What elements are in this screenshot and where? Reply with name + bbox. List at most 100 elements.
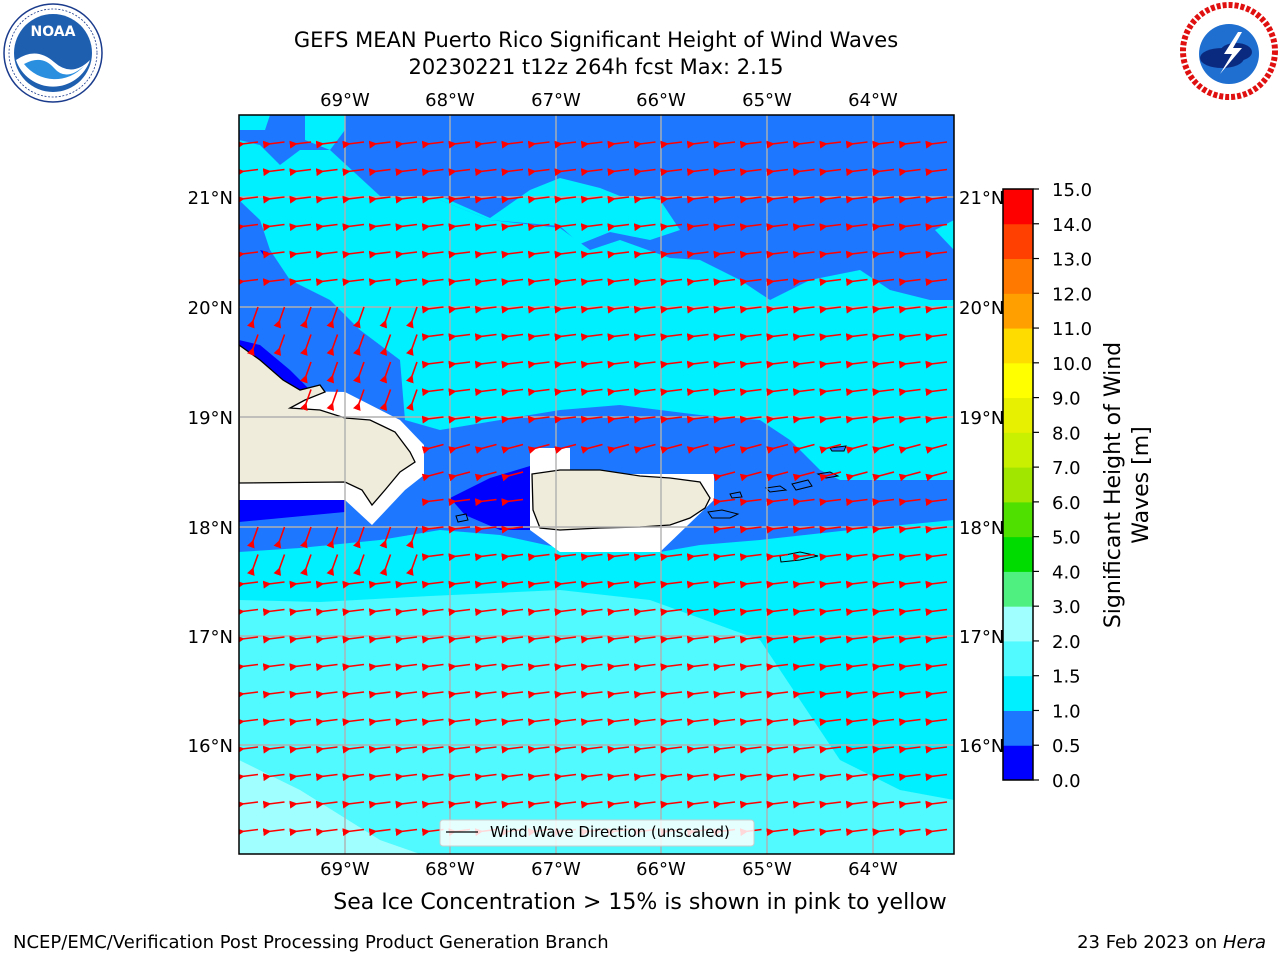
wave-direction-arrow: [872, 360, 895, 369]
wave-direction-arrow: [527, 690, 550, 699]
wave-direction-arrow: [607, 690, 630, 699]
wave-direction-arrow: [379, 361, 392, 384]
wave-direction-arrow: [527, 195, 550, 204]
wave-direction-arrow: [686, 553, 709, 562]
wave-direction-arrow: [898, 800, 921, 809]
wave-direction-arrow: [713, 635, 736, 644]
wave-direction-arrow: [448, 360, 471, 369]
wave-direction-arrow: [580, 800, 603, 809]
wave-direction-arrow: [925, 718, 948, 727]
wave-direction-arrow: [633, 333, 656, 342]
wave-direction-arrow: [368, 223, 391, 232]
wave-direction-arrow: [660, 580, 683, 589]
wave-direction-arrow: [686, 608, 709, 617]
wave-direction-arrow: [633, 360, 656, 369]
wave-direction-arrow: [368, 718, 391, 727]
wave-direction-arrow: [421, 140, 444, 149]
wave-direction-arrow: [925, 690, 948, 699]
wave-direction-arrow: [686, 305, 709, 314]
wave-direction-arrow: [421, 278, 444, 287]
wave-direction-arrow: [368, 800, 391, 809]
wave-direction-arrow: [633, 718, 656, 727]
wave-direction-arrow: [898, 333, 921, 342]
wave-direction-arrow: [872, 278, 895, 287]
wave-direction-arrow: [554, 635, 577, 644]
wave-direction-arrow: [239, 195, 259, 204]
wave-direction-arrow: [421, 443, 444, 454]
wave-direction-arrow: [766, 718, 789, 727]
wave-direction-arrow: [872, 415, 895, 424]
wave-direction-arrow: [792, 415, 815, 424]
wave-direction-arrow: [554, 305, 577, 314]
wave-direction-arrow: [819, 388, 842, 397]
wave-direction-arrow: [421, 718, 444, 727]
colorbar-segment: [1003, 571, 1033, 607]
wave-direction-arrow: [660, 195, 683, 204]
wave-direction-arrow: [247, 554, 259, 576]
wave-direction-arrow: [368, 168, 391, 177]
wave-direction-arrow: [766, 195, 789, 204]
wave-direction-arrow: [580, 333, 603, 342]
wave-direction-arrow: [713, 388, 736, 397]
wave-direction-arrow: [898, 360, 921, 369]
wave-direction-arrow: [300, 389, 312, 411]
wave-direction-arrow: [766, 800, 789, 809]
wave-direction-arrow: [872, 388, 895, 397]
wave-direction-arrow: [792, 745, 815, 754]
wave-direction-arrow: [713, 745, 736, 754]
wave-direction-arrow: [353, 526, 365, 549]
wave-direction-arrow: [395, 635, 418, 644]
wave-direction-arrow: [448, 195, 471, 204]
wave-direction-arrow: [342, 580, 365, 589]
wave-direction-arrow: [379, 306, 392, 329]
lon-label: 65°W: [742, 859, 792, 880]
wave-direction-arrow: [713, 443, 736, 454]
wave-direction-arrow: [262, 690, 285, 699]
wave-direction-arrow: [580, 718, 603, 727]
wave-direction-arrow: [925, 745, 948, 754]
wave-direction-arrow: [554, 690, 577, 699]
wave-direction-arrow: [607, 580, 630, 589]
wave-direction-arrow: [448, 305, 471, 314]
footer-date-text: 23 Feb 2023 on: [1077, 932, 1223, 953]
wave-direction-arrow: [448, 333, 471, 342]
wave-direction-arrow: [395, 168, 418, 177]
wave-direction-arrow: [766, 553, 789, 562]
wave-direction-arrow: [686, 223, 709, 232]
wave-direction-arrow: [686, 250, 709, 259]
wave-direction-arrow: [766, 278, 789, 287]
wave-direction-arrow: [766, 745, 789, 754]
wave-direction-arrow: [713, 773, 736, 782]
wave-direction-arrow: [474, 195, 497, 204]
wave-direction-arrow: [925, 305, 948, 314]
colorbar: 0.0 0.5 1.0 1.5 2.0 3.0 4.0 5.0 6.0 7.0 8.0 9.0 10.0…: [1002, 180, 1092, 792]
lat-label: 20°N: [188, 298, 233, 319]
wave-direction-arrow: [660, 773, 683, 782]
wave-direction-arrow: [262, 168, 285, 177]
wave-direction-arrow: [342, 140, 365, 149]
lat-labels-left: 21°N 20°N 19°N 18°N 17°N 16°N: [188, 188, 233, 757]
wave-direction-arrow: [353, 334, 365, 356]
wave-direction-arrow: [239, 223, 259, 232]
wave-direction-arrow: [580, 745, 603, 754]
wave-direction-arrow: [395, 718, 418, 727]
wave-direction-arrow: [713, 800, 736, 809]
wave-direction-arrow: [713, 415, 736, 424]
wave-direction-arrow: [262, 663, 285, 672]
wave-direction-arrow: [633, 305, 656, 314]
wave-direction-arrow: [925, 250, 948, 259]
wave-direction-arrow: [660, 635, 683, 644]
wave-direction-arrow: [527, 140, 550, 149]
wave-direction-arrow: [607, 140, 630, 149]
wave-direction-arrow: [474, 663, 497, 672]
wave-direction-arrow: [925, 635, 948, 644]
wave-direction-arrow: [421, 745, 444, 754]
wave-direction-arrow: [739, 195, 762, 204]
wave-direction-arrow: [633, 608, 656, 617]
wave-direction-arrow: [845, 443, 868, 454]
wave-direction-arrow: [713, 718, 736, 727]
wind-wave-direction-arrows: [239, 140, 948, 837]
wave-direction-arrow: [421, 608, 444, 617]
wave-direction-arrow: [527, 168, 550, 177]
wave-direction-arrow: [474, 168, 497, 177]
